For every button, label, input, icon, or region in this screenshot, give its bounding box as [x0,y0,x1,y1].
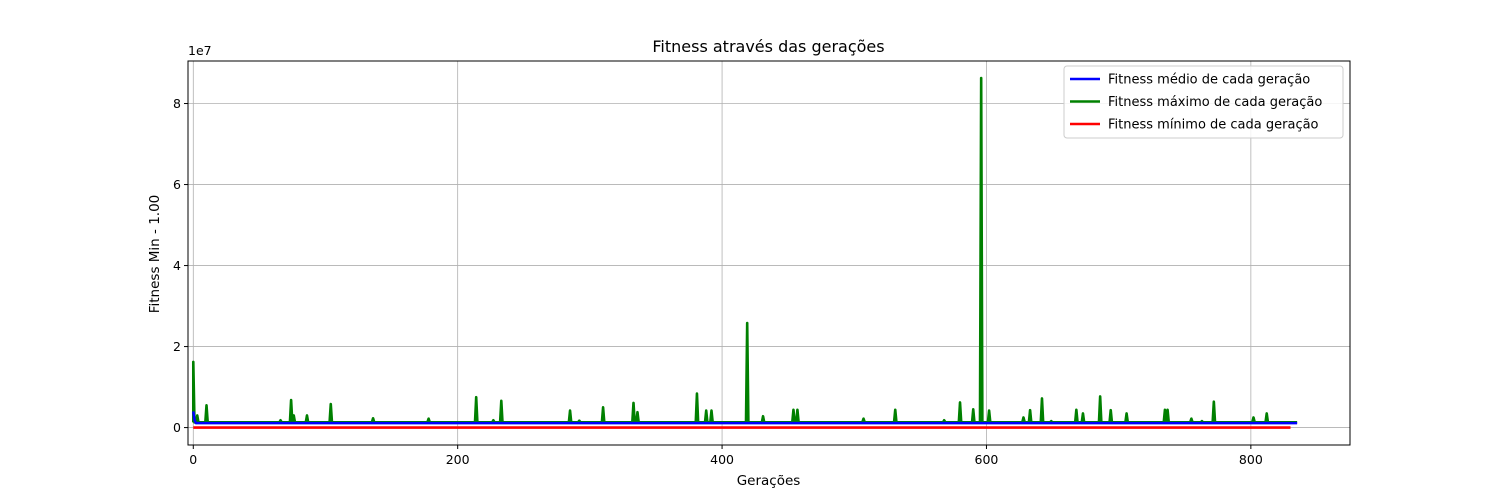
x-tick-label: 200 [446,452,470,467]
legend-label: Fitness médio de cada geração [1108,73,1310,88]
x-axis-label: Gerações [737,473,801,489]
x-tick-label: 400 [710,452,734,467]
y-axis-label: Fitness Min - 1.00 [147,195,163,314]
legend-box [1063,65,1344,139]
x-tick-label: 600 [975,452,999,467]
y-tick-label: 0 [173,420,181,435]
series-lines [191,76,1298,429]
x-tick-label: 0 [189,452,197,467]
y-offset-text: 1e7 [188,43,212,58]
legend-label: Fitness mínimo de cada geração [1108,118,1319,133]
chart-title: Fitness através das gerações [652,37,884,56]
legend: Fitness médio de cada geração Fitness máx… [1063,65,1344,139]
y-tick-label: 4 [173,258,181,273]
x-tick-label: 800 [1239,452,1263,467]
series-line-0 [192,411,1298,425]
x-axis-ticks: 0 200 400 600 800 [189,445,1263,467]
y-tick-label: 8 [173,96,181,111]
y-axis-ticks: 0 2 4 6 8 [173,96,188,435]
y-tick-label: 6 [173,177,181,192]
y-tick-label: 2 [173,339,181,354]
legend-label: Fitness máximo de cada geração [1108,95,1322,110]
plot-frame [187,60,1351,446]
